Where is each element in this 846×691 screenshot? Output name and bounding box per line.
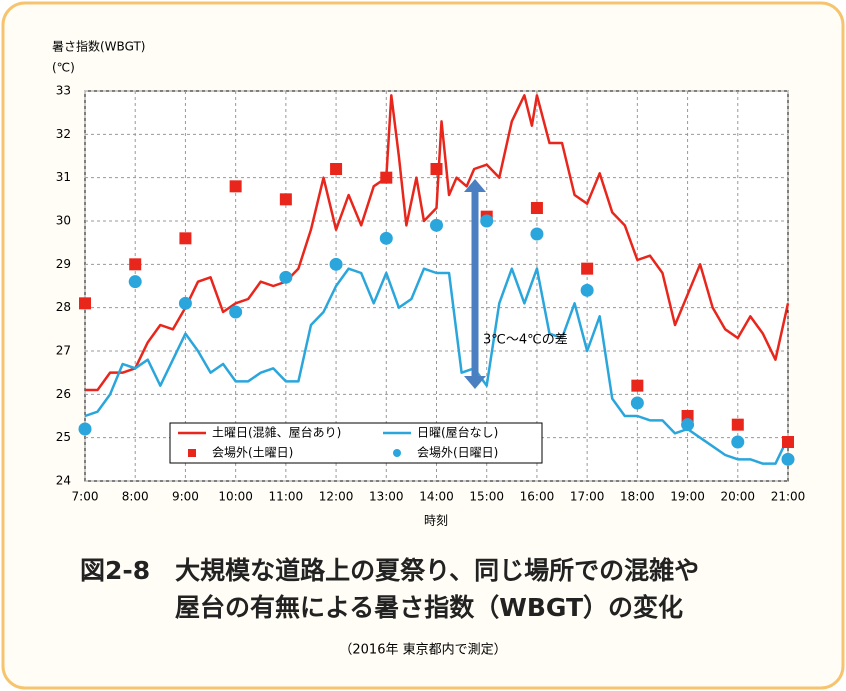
y-tick-label: 31 bbox=[56, 170, 71, 184]
x-tick-label: 8:00 bbox=[122, 490, 149, 504]
annotation: 3℃～4℃の差 bbox=[483, 333, 568, 348]
point bbox=[79, 297, 91, 310]
legend: 土曜日(混雑、屋台あり) 日曜(屋台なし) 会場外(土曜日) 会場外(日曜日) bbox=[169, 422, 543, 464]
x-tick-label: 21:00 bbox=[771, 490, 806, 504]
point bbox=[279, 270, 293, 284]
arrow-head bbox=[464, 179, 486, 192]
y-axis-label: 暑さ指数(WBGT) bbox=[52, 39, 145, 54]
x-tick-label: 10:00 bbox=[218, 490, 253, 504]
point bbox=[279, 193, 292, 206]
x-tick-label: 18:00 bbox=[620, 490, 655, 504]
point bbox=[630, 396, 644, 410]
chart-title-2: 屋台の有無による暑さ指数（WBGT）の変化 bbox=[175, 593, 683, 622]
x-tick-label: 12:00 bbox=[319, 490, 354, 504]
point bbox=[78, 422, 92, 436]
legend-swatch bbox=[393, 449, 401, 457]
point bbox=[631, 379, 644, 392]
y-tick-label: 29 bbox=[56, 257, 71, 271]
y-tick-label: 28 bbox=[56, 300, 71, 314]
x-axis-label: 時刻 bbox=[424, 514, 448, 528]
x-tick-label: 17:00 bbox=[570, 490, 605, 504]
point bbox=[229, 305, 243, 319]
point bbox=[430, 163, 443, 175]
point bbox=[229, 180, 242, 193]
point bbox=[731, 435, 745, 449]
point bbox=[530, 202, 543, 214]
y-tick-label: 24 bbox=[56, 474, 71, 488]
line bbox=[84, 267, 790, 465]
y-tick-label: 27 bbox=[56, 344, 71, 358]
legend-label: 土曜日(混雑、屋台あり) bbox=[212, 425, 341, 440]
marks bbox=[78, 90, 795, 482]
point bbox=[380, 171, 393, 184]
point bbox=[781, 452, 795, 466]
legend-label: 会場外(日曜日) bbox=[417, 446, 498, 460]
legend-label: 会場外(土曜日) bbox=[212, 446, 293, 460]
point bbox=[430, 218, 443, 232]
point bbox=[379, 231, 393, 245]
point bbox=[179, 232, 192, 245]
y-tick-label: 30 bbox=[56, 214, 71, 228]
y-tick-label: 26 bbox=[56, 387, 71, 401]
point bbox=[178, 296, 192, 310]
x-tick-label: 20:00 bbox=[720, 490, 755, 504]
y-tick-label: 33 bbox=[56, 84, 71, 98]
point bbox=[731, 418, 744, 431]
point bbox=[129, 258, 142, 271]
point bbox=[330, 163, 343, 175]
point bbox=[480, 214, 494, 228]
point bbox=[782, 436, 794, 448]
point bbox=[581, 262, 594, 275]
x-tick-label: 11:00 bbox=[269, 490, 304, 504]
x-tick-label: 9:00 bbox=[172, 490, 199, 504]
annotation-arrow bbox=[464, 179, 486, 389]
x-tick-label: 13:00 bbox=[369, 490, 404, 504]
chart-title: 図2-8 大規模な道路上の夏祭り、同じ場所での混雑や bbox=[80, 556, 699, 585]
point bbox=[681, 418, 695, 432]
point bbox=[128, 275, 142, 289]
x-tick-label: 16:00 bbox=[520, 490, 555, 504]
legend-swatch bbox=[188, 449, 196, 457]
legend-box bbox=[169, 422, 543, 464]
x-tick-label: 14:00 bbox=[419, 490, 454, 504]
subtitle: （2016年 東京都内で測定） bbox=[339, 642, 506, 658]
arrow-head bbox=[464, 376, 486, 389]
legend-label: 日曜(屋台なし) bbox=[417, 425, 498, 440]
y-axis-unit: (℃) bbox=[52, 61, 75, 75]
point bbox=[580, 283, 594, 297]
y-tick-label: 25 bbox=[56, 430, 71, 444]
point bbox=[329, 257, 343, 271]
x-tick-label: 19:00 bbox=[670, 490, 705, 504]
y-tick-label: 32 bbox=[56, 127, 71, 141]
x-tick-label: 7:00 bbox=[72, 490, 99, 504]
point bbox=[530, 227, 544, 241]
x-tick-label: 15:00 bbox=[469, 490, 504, 504]
